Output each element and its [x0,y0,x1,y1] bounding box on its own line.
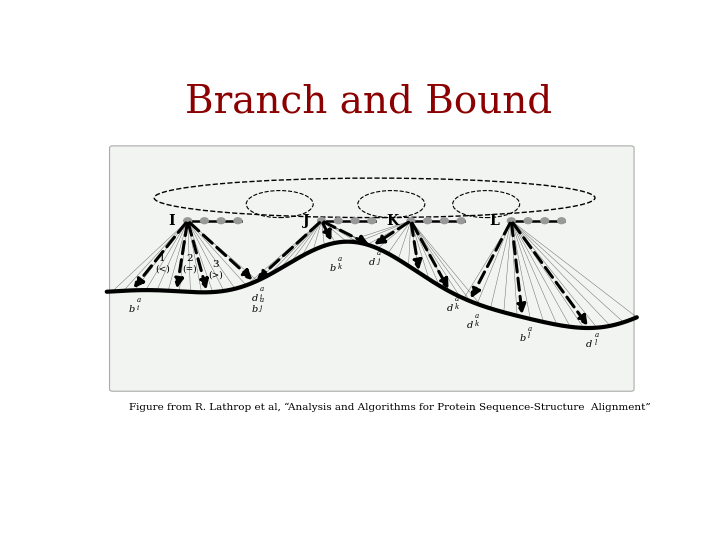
Text: d: d [369,258,375,267]
Circle shape [541,218,549,224]
Text: l: l [595,339,597,347]
Text: b: b [519,334,526,343]
Circle shape [200,218,208,224]
Text: d: d [447,304,453,313]
Text: d: d [251,294,258,303]
Text: a: a [260,285,264,293]
Text: a: a [137,296,141,304]
Circle shape [508,218,516,224]
Text: a: a [260,296,264,303]
Circle shape [441,218,449,224]
Circle shape [234,218,242,224]
Text: b: b [330,264,336,273]
Text: I: I [168,214,176,228]
Text: i: i [260,293,262,301]
Circle shape [457,218,465,224]
Text: 2: 2 [186,254,193,262]
Text: j: j [260,303,262,312]
Text: b: b [251,305,258,314]
Text: b: b [129,305,135,314]
Text: a: a [528,325,531,333]
Circle shape [557,218,565,224]
Text: Branch and Bound: Branch and Bound [185,84,553,121]
Text: L: L [490,214,499,228]
Text: (=): (=) [182,264,197,273]
Text: (>): (>) [208,271,223,279]
Circle shape [217,218,225,224]
Text: a: a [474,312,479,320]
Text: d: d [467,321,472,330]
Text: k: k [474,320,479,328]
Text: J: J [302,214,310,228]
Circle shape [334,218,342,224]
Text: d: d [586,341,593,349]
Text: a: a [377,248,381,256]
Text: l: l [528,333,530,341]
Text: a: a [595,332,598,339]
Circle shape [407,218,415,224]
Text: K: K [387,214,399,228]
Text: k: k [455,303,459,311]
Circle shape [318,218,325,224]
Text: (<): (<) [156,264,170,273]
Text: k: k [338,263,342,271]
Text: 1: 1 [159,254,166,262]
FancyBboxPatch shape [109,146,634,391]
Circle shape [423,218,431,224]
Circle shape [524,218,532,224]
Text: 3: 3 [212,260,219,269]
Circle shape [351,218,359,224]
Circle shape [368,218,376,224]
Circle shape [184,218,192,224]
Text: a: a [455,295,459,303]
Text: Figure from R. Lathrop et al, “Analysis and Algorithms for Protein Sequence-Stru: Figure from R. Lathrop et al, “Analysis … [129,403,651,413]
Text: i: i [137,303,139,312]
Text: a: a [338,255,342,263]
Text: j: j [377,256,379,265]
